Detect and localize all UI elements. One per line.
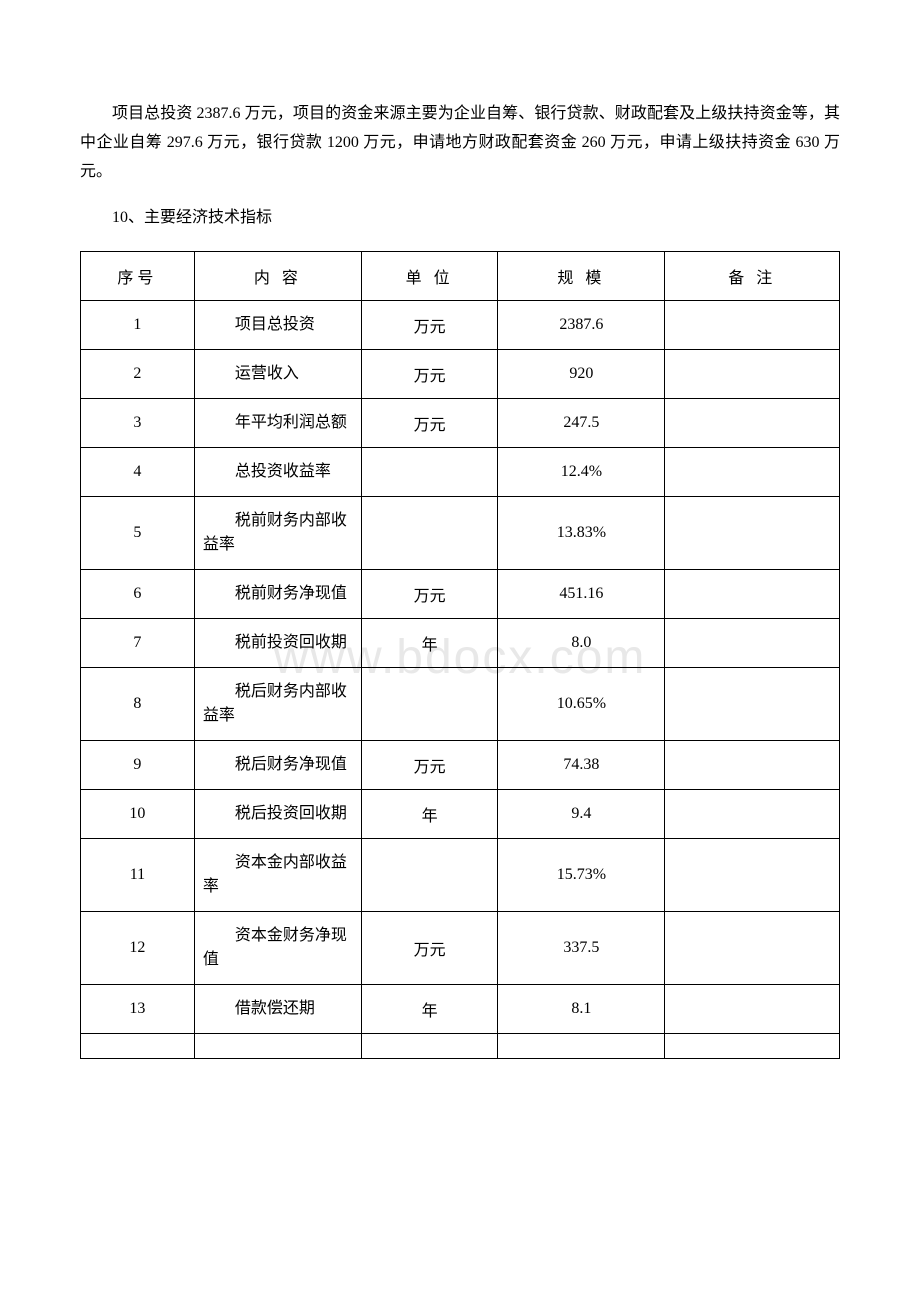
cell-seq: 2 <box>81 350 195 399</box>
cell-content: 资本金内部收益率 <box>194 839 361 912</box>
cell-note <box>665 497 840 570</box>
cell-empty <box>81 1034 195 1059</box>
cell-seq: 4 <box>81 448 195 497</box>
table-row: 2运营收入万元920 <box>81 350 840 399</box>
cell-scale: 13.83% <box>498 497 665 570</box>
cell-seq: 3 <box>81 399 195 448</box>
cell-seq: 10 <box>81 790 195 839</box>
indicators-table: 序号 内 容 单 位 规 模 备 注 1项目总投资万元2387.62运营收入万元… <box>80 251 840 1059</box>
cell-seq: 11 <box>81 839 195 912</box>
cell-unit <box>361 497 498 570</box>
cell-scale: 8.0 <box>498 619 665 668</box>
cell-empty <box>361 1034 498 1059</box>
table-row: 7税前投资回收期年8.0 <box>81 619 840 668</box>
table-row: 6税前财务净现值万元451.16 <box>81 570 840 619</box>
cell-scale: 12.4% <box>498 448 665 497</box>
cell-seq: 7 <box>81 619 195 668</box>
cell-seq: 9 <box>81 741 195 790</box>
cell-scale: 74.38 <box>498 741 665 790</box>
table-row: 12资本金财务净现值万元337.5 <box>81 912 840 985</box>
cell-note <box>665 668 840 741</box>
cell-unit: 万元 <box>361 350 498 399</box>
cell-content: 税后财务净现值 <box>194 741 361 790</box>
header-note: 备 注 <box>665 252 840 301</box>
cell-note <box>665 448 840 497</box>
cell-unit: 万元 <box>361 570 498 619</box>
cell-content: 借款偿还期 <box>194 985 361 1034</box>
cell-seq: 12 <box>81 912 195 985</box>
cell-content: 项目总投资 <box>194 301 361 350</box>
cell-note <box>665 350 840 399</box>
cell-note <box>665 399 840 448</box>
cell-unit: 万元 <box>361 912 498 985</box>
cell-content: 税后投资回收期 <box>194 790 361 839</box>
cell-note <box>665 912 840 985</box>
cell-seq: 8 <box>81 668 195 741</box>
cell-seq: 5 <box>81 497 195 570</box>
cell-note <box>665 619 840 668</box>
cell-content: 运营收入 <box>194 350 361 399</box>
header-content: 内 容 <box>194 252 361 301</box>
table-header-row: 序号 内 容 单 位 规 模 备 注 <box>81 252 840 301</box>
cell-content: 税后财务内部收益率 <box>194 668 361 741</box>
cell-note <box>665 741 840 790</box>
cell-content: 年平均利润总额 <box>194 399 361 448</box>
table-row: 5税前财务内部收益率 13.83% <box>81 497 840 570</box>
cell-scale: 337.5 <box>498 912 665 985</box>
table-row: 3年平均利润总额万元247.5 <box>81 399 840 448</box>
cell-empty <box>498 1034 665 1059</box>
cell-note <box>665 985 840 1034</box>
cell-scale: 8.1 <box>498 985 665 1034</box>
cell-content: 税前财务净现值 <box>194 570 361 619</box>
cell-unit <box>361 839 498 912</box>
cell-scale: 10.65% <box>498 668 665 741</box>
intro-paragraph: 项目总投资 2387.6 万元，项目的资金来源主要为企业自筹、银行贷款、财政配套… <box>80 100 840 186</box>
cell-unit: 年 <box>361 790 498 839</box>
section-heading: 10、主要经济技术指标 <box>80 204 840 233</box>
cell-unit: 年 <box>361 985 498 1034</box>
table-row-empty <box>81 1034 840 1059</box>
cell-scale: 9.4 <box>498 790 665 839</box>
cell-seq: 13 <box>81 985 195 1034</box>
cell-scale: 920 <box>498 350 665 399</box>
cell-note <box>665 839 840 912</box>
cell-unit <box>361 668 498 741</box>
cell-content: 资本金财务净现值 <box>194 912 361 985</box>
table-row: 9税后财务净现值万元74.38 <box>81 741 840 790</box>
header-seq: 序号 <box>81 252 195 301</box>
cell-note <box>665 301 840 350</box>
cell-unit <box>361 448 498 497</box>
header-scale: 规 模 <box>498 252 665 301</box>
cell-unit: 万元 <box>361 399 498 448</box>
cell-scale: 247.5 <box>498 399 665 448</box>
cell-empty <box>665 1034 840 1059</box>
cell-seq: 1 <box>81 301 195 350</box>
cell-seq: 6 <box>81 570 195 619</box>
table-row: 1项目总投资万元2387.6 <box>81 301 840 350</box>
table-row: 11资本金内部收益率 15.73% <box>81 839 840 912</box>
cell-unit: 年 <box>361 619 498 668</box>
table-row: 4总投资收益率 12.4% <box>81 448 840 497</box>
table-row: 8税后财务内部收益率 10.65% <box>81 668 840 741</box>
cell-content: 税前投资回收期 <box>194 619 361 668</box>
cell-unit: 万元 <box>361 741 498 790</box>
cell-empty <box>194 1034 361 1059</box>
cell-unit: 万元 <box>361 301 498 350</box>
table-row: 13借款偿还期年8.1 <box>81 985 840 1034</box>
cell-scale: 451.16 <box>498 570 665 619</box>
cell-content: 税前财务内部收益率 <box>194 497 361 570</box>
cell-note <box>665 790 840 839</box>
cell-scale: 2387.6 <box>498 301 665 350</box>
cell-content: 总投资收益率 <box>194 448 361 497</box>
cell-note <box>665 570 840 619</box>
cell-scale: 15.73% <box>498 839 665 912</box>
table-row: 10税后投资回收期年9.4 <box>81 790 840 839</box>
header-unit: 单 位 <box>361 252 498 301</box>
